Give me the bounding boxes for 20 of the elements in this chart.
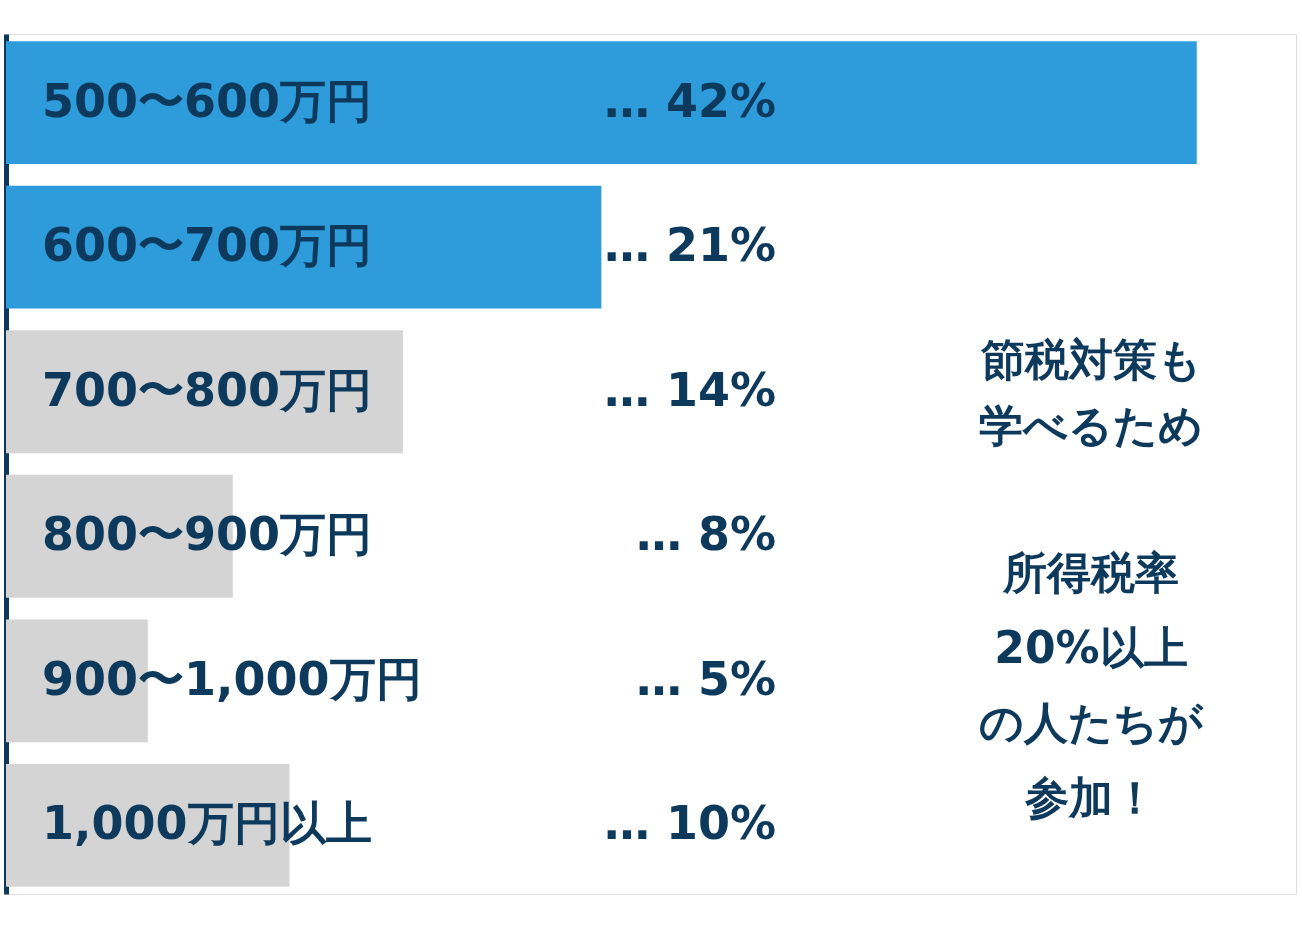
data-label: … 21% — [603, 218, 776, 273]
annotation: 所得税率 — [1002, 547, 1179, 598]
y-tick-label: 1,000万円以上 — [42, 796, 372, 851]
y-tick-label: 900〜1,000万円 — [42, 651, 422, 706]
data-label: … 42% — [603, 73, 776, 128]
annotation: 20%以上 — [994, 622, 1188, 673]
bar — [6, 41, 1197, 165]
annotation: 学べるため — [979, 400, 1203, 451]
data-label: … 5% — [635, 651, 776, 706]
bar — [6, 185, 602, 309]
annotation: の人たちが — [979, 697, 1204, 748]
y-tick-label: 500〜600万円 — [42, 73, 373, 128]
data-label: … 8% — [635, 507, 776, 562]
y-tick-label: 700〜800万円 — [42, 362, 373, 417]
annotation: 節税対策も — [979, 334, 1202, 385]
data-label: … 14% — [603, 362, 776, 417]
annotation: 参加！ — [1024, 772, 1157, 823]
data-label: … 10% — [603, 796, 776, 851]
y-tick-label: 800〜900万円 — [42, 507, 373, 562]
y-tick-label: 600〜700万円 — [42, 218, 373, 273]
